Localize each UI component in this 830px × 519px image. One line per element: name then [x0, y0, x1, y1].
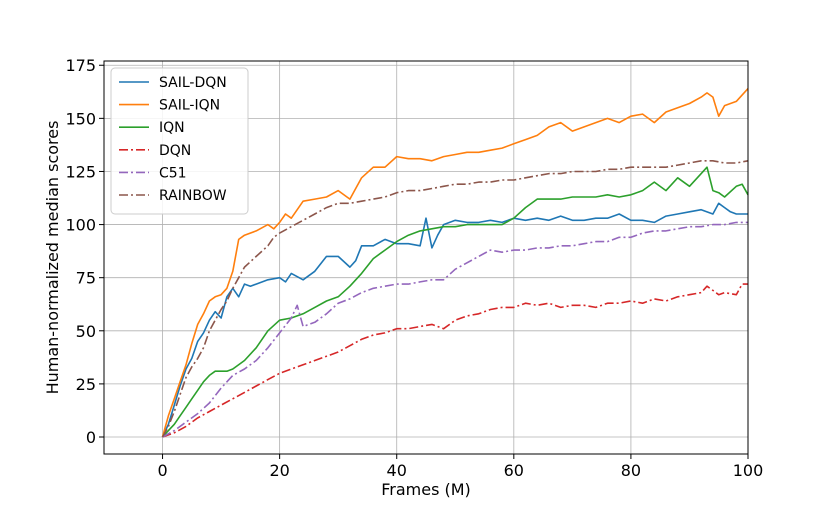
y-axis-label: Human-normalized median scores [43, 121, 62, 395]
legend-label: C51 [159, 165, 187, 181]
legend-label: SAIL-DQN [159, 75, 227, 91]
legend-label: DQN [159, 143, 191, 159]
x-tick-label: 20 [269, 461, 289, 480]
series-line-rainbow [161, 160, 749, 438]
plot-frame [103, 60, 749, 455]
axis-ticks: 0 20 40 60 80 100 0 25 50 75 100 125 150 175 [65, 56, 763, 480]
series-line-dqn [162, 283, 748, 438]
y-tick-label: 25 [76, 375, 96, 394]
x-tick-label: 60 [504, 461, 524, 480]
legend: SAIL-DQN SAIL-IQN IQN DQN C51 RAINBOW [110, 67, 249, 215]
x-tick-label: 0 [157, 461, 167, 480]
y-tick-label: 125 [65, 162, 96, 181]
x-tick-label: 40 [387, 461, 407, 480]
y-tick-label: 0 [86, 428, 96, 447]
series-lines [161, 88, 749, 438]
y-tick-label: 175 [65, 56, 96, 75]
y-tick-label: 75 [76, 269, 96, 288]
series-line-sail-dqn [161, 202, 748, 438]
y-tick-label: 100 [65, 216, 96, 235]
legend-label: IQN [159, 120, 185, 136]
y-tick-label: 50 [76, 322, 96, 341]
y-tick-label: 150 [65, 109, 96, 128]
legend-label: SAIL-IQN [159, 98, 220, 114]
series-line-sail-iqn [161, 88, 749, 438]
x-tick-label: 100 [733, 461, 764, 480]
series-line-c51 [162, 221, 748, 438]
x-tick-label: 80 [621, 461, 641, 480]
series-line-iqn [161, 166, 749, 438]
legend-label: RAINBOW [159, 188, 227, 204]
x-axis-label: Frames (M) [381, 480, 471, 499]
